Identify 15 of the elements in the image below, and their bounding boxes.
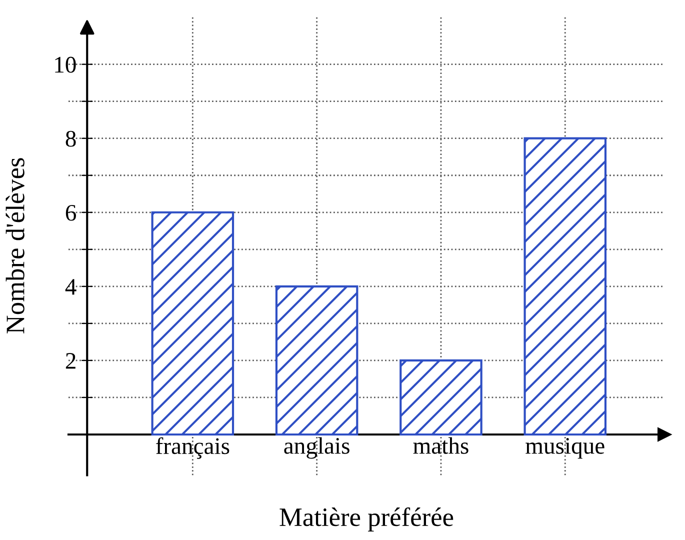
- y-axis-title: Nombre d'élèves: [6, 158, 24, 334]
- bar: [151, 211, 234, 436]
- y-tick-label: 10: [55, 56, 76, 73]
- x-tick-label: français: [156, 437, 230, 459]
- bar: [524, 137, 607, 436]
- y-tick-label: 6: [66, 204, 76, 221]
- y-tick-label: 8: [66, 130, 76, 147]
- y-tick-label: 2: [66, 353, 76, 369]
- bar: [275, 285, 358, 436]
- x-tick-label: maths: [413, 437, 468, 454]
- x-tick-label: anglais: [284, 437, 350, 459]
- x-axis-title: Matière préférée: [280, 507, 454, 532]
- y-tick-label: 4: [65, 279, 76, 295]
- x-tick-label: musique: [526, 438, 604, 459]
- bar: [400, 359, 482, 436]
